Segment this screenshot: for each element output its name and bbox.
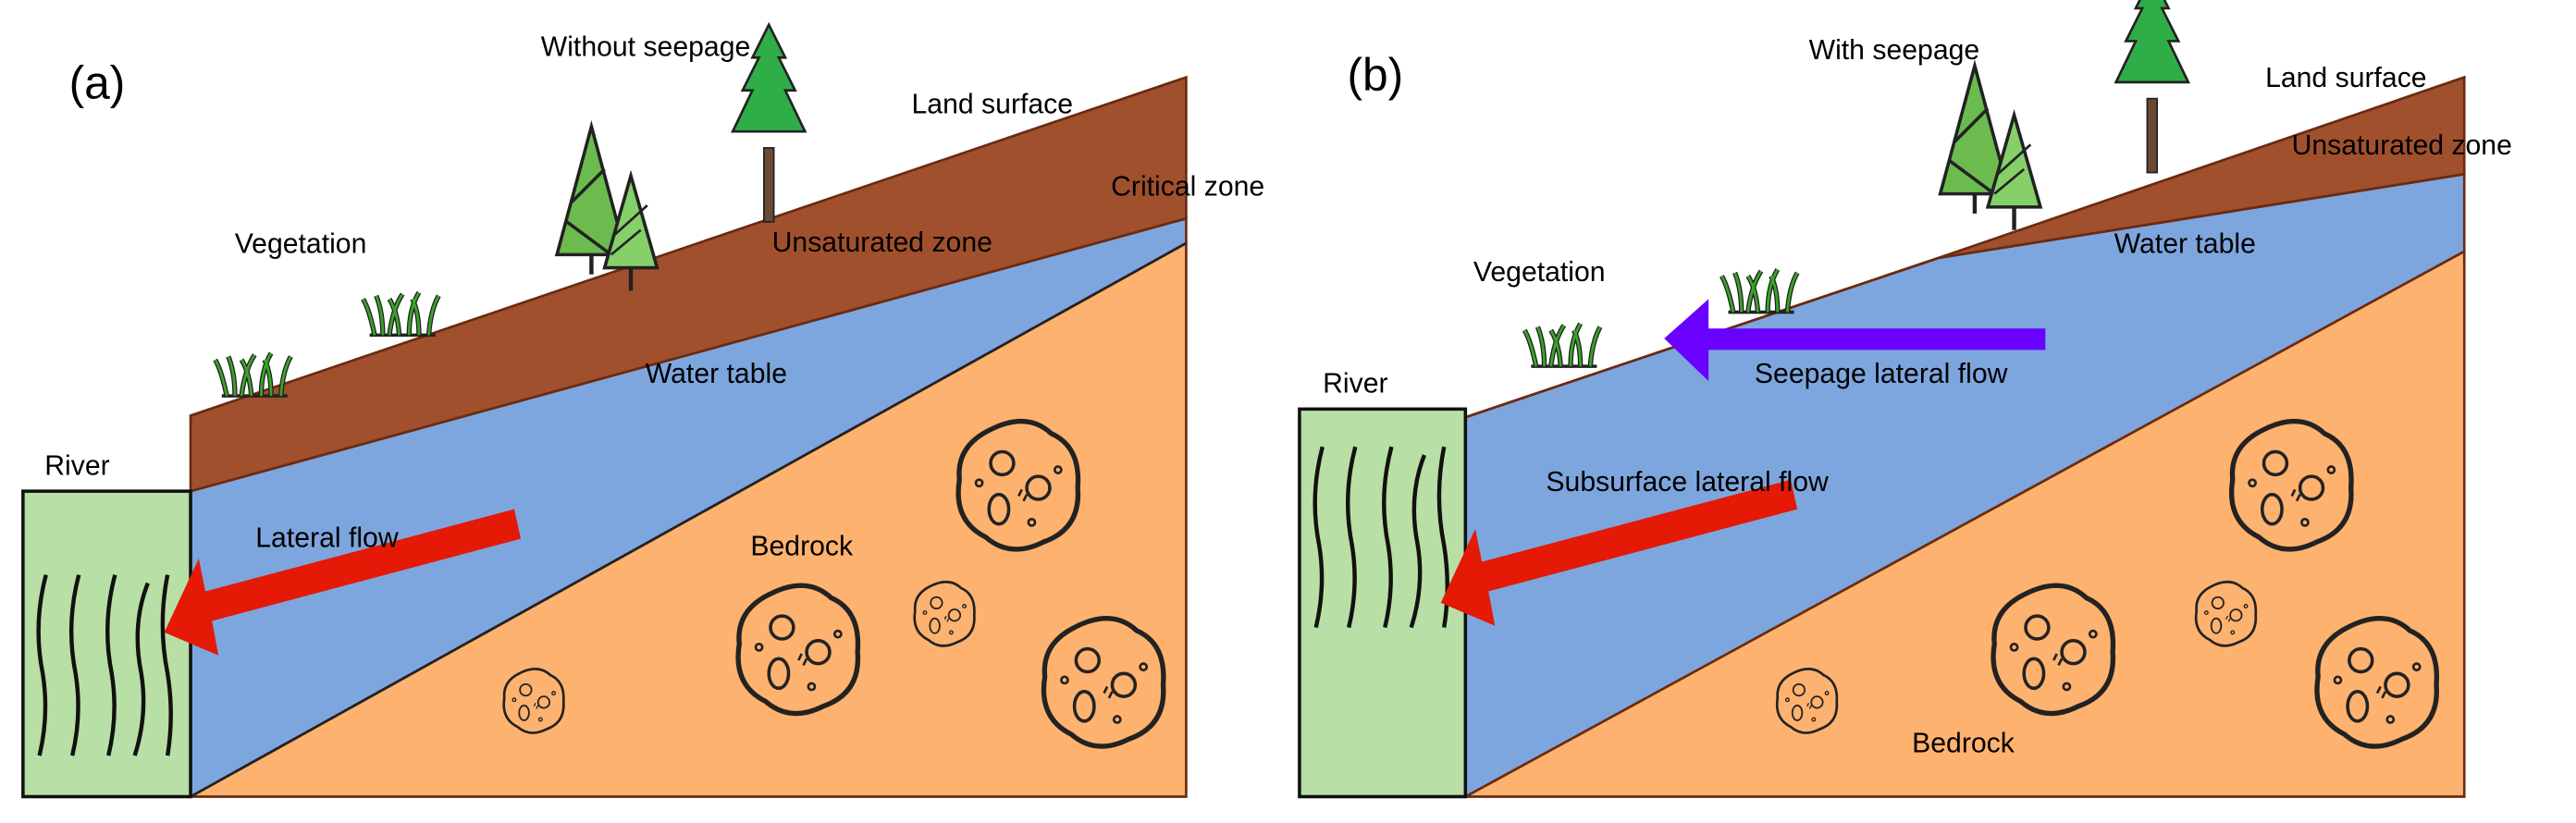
river-label: River: [44, 450, 109, 481]
unsaturated-zone: [1938, 75, 2466, 260]
critical-zone-label: Critical zone: [1111, 171, 1264, 202]
unsaturated-zone-label: Unsaturated zone: [772, 227, 992, 258]
panel-b: (b) With seepage Land surface Unsaturate…: [1298, 0, 2512, 799]
unsaturated-zone-label: Unsaturated zone: [2292, 130, 2512, 161]
vegetation-label: Vegetation: [1473, 257, 1606, 288]
bedrock-label: Bedrock: [1912, 729, 2015, 759]
panel-title: Without seepage: [541, 31, 751, 62]
panel-title: With seepage: [1809, 35, 1980, 66]
trees-icon: [1941, 66, 2040, 230]
land-surface-label: Land surface: [2265, 63, 2427, 93]
pine-tree-icon: [2114, 0, 2190, 174]
subsurface-lateral-flow-label: Subsurface lateral flow: [1546, 467, 1829, 497]
panel-label: (a): [69, 57, 126, 109]
water-table-label: Water table: [646, 359, 787, 389]
seepage-lateral-flow-label: Seepage lateral flow: [1755, 359, 2008, 389]
unsaturated-zone: [189, 75, 1188, 493]
subsurface-lateral-flow-arrow: [1440, 479, 1798, 626]
lateral-flow-label: Lateral flow: [255, 523, 399, 554]
grass-icon: [1524, 324, 1600, 366]
vegetation-label: Vegetation: [235, 229, 367, 260]
grass-icon: [364, 292, 439, 335]
seepage-lateral-flow-arrow: [1664, 299, 2046, 382]
bedrock-label: Bedrock: [750, 531, 854, 561]
panel-a: (a) Without seepage Land surface Critica…: [21, 23, 1264, 799]
trees-icon: [557, 127, 657, 291]
grass-icon: [216, 353, 291, 396]
water-table-label: Water table: [2114, 229, 2256, 260]
lateral-flow-arrow: [164, 509, 522, 656]
river-label: River: [1323, 369, 1387, 399]
panel-label: (b): [1347, 49, 1403, 101]
land-surface-label: Land surface: [912, 90, 1074, 120]
grass-icon: [1721, 269, 1797, 312]
